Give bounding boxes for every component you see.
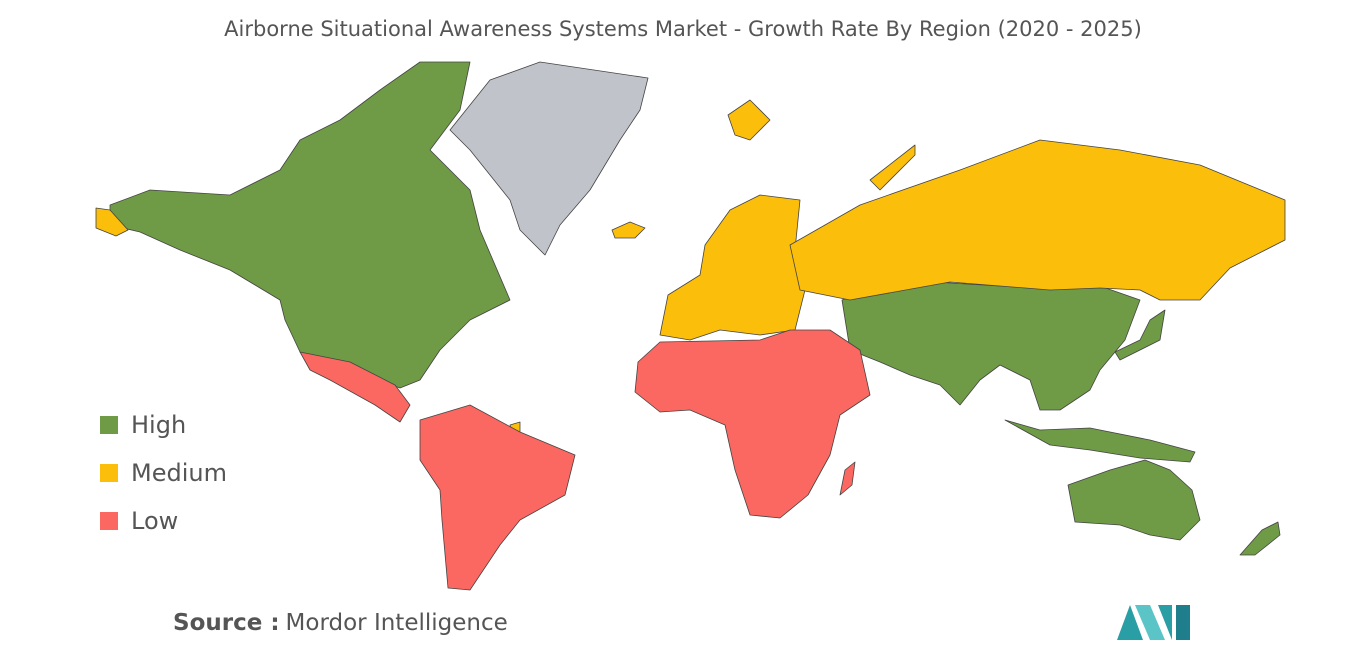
russia xyxy=(789,139,1286,301)
madagascar xyxy=(839,461,856,496)
legend-swatch xyxy=(100,512,118,530)
source-label: Source : xyxy=(173,610,280,636)
north-america xyxy=(109,61,511,389)
legend: High Medium Low xyxy=(100,411,227,535)
logo-shape xyxy=(1135,605,1165,640)
new-zealand xyxy=(1239,521,1281,556)
source-text: Mordor Intelligence xyxy=(286,610,508,636)
title: Airborne Situational Awareness Systems M… xyxy=(224,17,1142,41)
alaska xyxy=(95,207,129,237)
australia xyxy=(1067,459,1201,541)
central-america xyxy=(299,351,411,423)
greenland xyxy=(449,61,649,256)
logo xyxy=(1117,605,1190,640)
regions xyxy=(95,61,1286,591)
legend-label: Medium xyxy=(131,459,227,487)
logo-shape xyxy=(1117,605,1143,640)
africa-middle-east xyxy=(634,329,871,519)
svalbard xyxy=(727,99,771,141)
novaya-zemlya xyxy=(869,144,916,191)
source: Source : Mordor Intelligence xyxy=(173,610,508,636)
europe xyxy=(659,194,806,341)
maritime-asia xyxy=(1004,419,1196,463)
asia xyxy=(841,279,1141,411)
logo-shape xyxy=(1176,605,1190,640)
iceland xyxy=(611,221,646,239)
japan xyxy=(1114,309,1166,361)
legend-swatch xyxy=(100,464,118,482)
logo-shape xyxy=(1158,605,1172,640)
legend-swatch xyxy=(100,416,118,434)
legend-label: High xyxy=(131,411,186,439)
legend-label: Low xyxy=(131,507,178,535)
south-america xyxy=(419,404,576,591)
